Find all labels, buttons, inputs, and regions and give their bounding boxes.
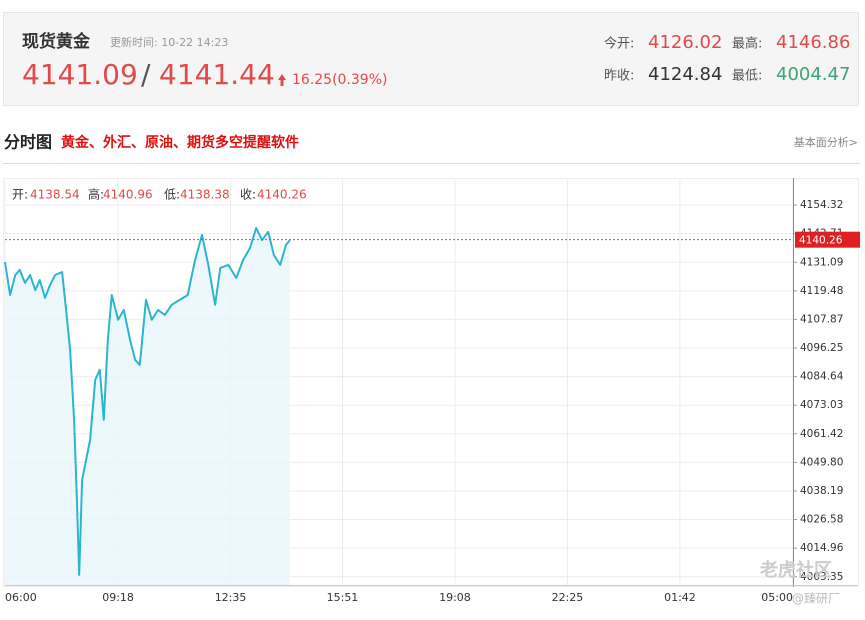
y-tick-label: 4084.64 [800, 371, 844, 383]
stat-label: 最低: [732, 69, 762, 84]
stat-value: 4004.47 [776, 64, 850, 85]
price-change: 16.25(0.39%) [292, 72, 387, 88]
area-fill [5, 228, 290, 585]
watermark-author: @臻研厂 [792, 592, 840, 606]
y-tick-label: 4061.42 [800, 428, 843, 440]
x-tick-label: 12:35 [215, 591, 247, 604]
stat-label: 今开: [604, 36, 634, 52]
y-tick-label: 4107.87 [800, 313, 843, 325]
ohlc-value: 4138.54 [30, 188, 80, 202]
y-tick-label: 4154.32 [800, 199, 843, 211]
x-tick-label: 06:00 [5, 591, 37, 604]
last-price-label: 4140.26 [799, 235, 843, 247]
y-tick-label: 4014.96 [800, 542, 844, 554]
x-tick-label: 19:08 [439, 591, 471, 604]
analysis-link[interactable]: 基本面分析> [794, 135, 858, 149]
stat-value: 4126.02 [648, 32, 722, 53]
price-line [4, 227, 291, 576]
promo-link[interactable]: 黄金、外汇、原油、期货多空提醒软件 [61, 134, 299, 151]
stat-label: 最高: [732, 36, 762, 52]
y-tick-label: 4003.35 [800, 571, 843, 583]
y-tick-label: 4049.80 [800, 456, 843, 468]
x-tick-label: 01:42 [664, 591, 696, 604]
last-price-tag [795, 231, 860, 248]
up-arrow [278, 74, 286, 86]
x-tick-label: 09:18 [102, 591, 134, 604]
ohlc-label: 高: [88, 187, 104, 202]
price-separator: / [141, 58, 151, 91]
x-tick-label: 22:25 [552, 591, 584, 604]
update-time: 更新时间: 10-22 14:23 [110, 35, 228, 49]
ohlc-label: 收: [240, 188, 256, 202]
ohlc-value: 4140.96 [103, 188, 153, 202]
instrument-title: 现货黄金 [22, 31, 91, 52]
stat-value: 4146.86 [776, 32, 850, 53]
stat-label: 昨收: [604, 69, 634, 84]
stat-value: 4124.84 [648, 64, 722, 85]
ohlc-value: 4140.26 [257, 188, 307, 202]
section-title: 分时图 [4, 133, 52, 152]
y-tick-label: 4096.25 [800, 342, 843, 354]
ohlc-label: 开: [12, 188, 28, 202]
ask-price: 4141.44 [159, 58, 275, 91]
bid-price: 4141.09 [22, 58, 138, 91]
chart-frame [3, 178, 859, 587]
y-tick-label: 4131.09 [800, 256, 843, 268]
y-tick-label: 4073.03 [800, 399, 843, 411]
watermark-brand: 老虎社区 [760, 559, 832, 581]
y-tick-label: 4119.48 [800, 285, 843, 297]
ohlc-value: 4138.38 [180, 188, 230, 202]
x-tick-label: 15:51 [327, 591, 359, 604]
y-tick-label: 4026.58 [800, 514, 843, 526]
ohlc-label: 低: [164, 188, 180, 202]
quote-panel [3, 12, 859, 106]
plot: 06:00 09:18 12:35 15:51 19:08 22:25 01:42 05:00… [4, 178, 860, 604]
y-tick-label: 4038.19 [800, 485, 843, 497]
x-tick-label: 05:00 [761, 591, 793, 604]
